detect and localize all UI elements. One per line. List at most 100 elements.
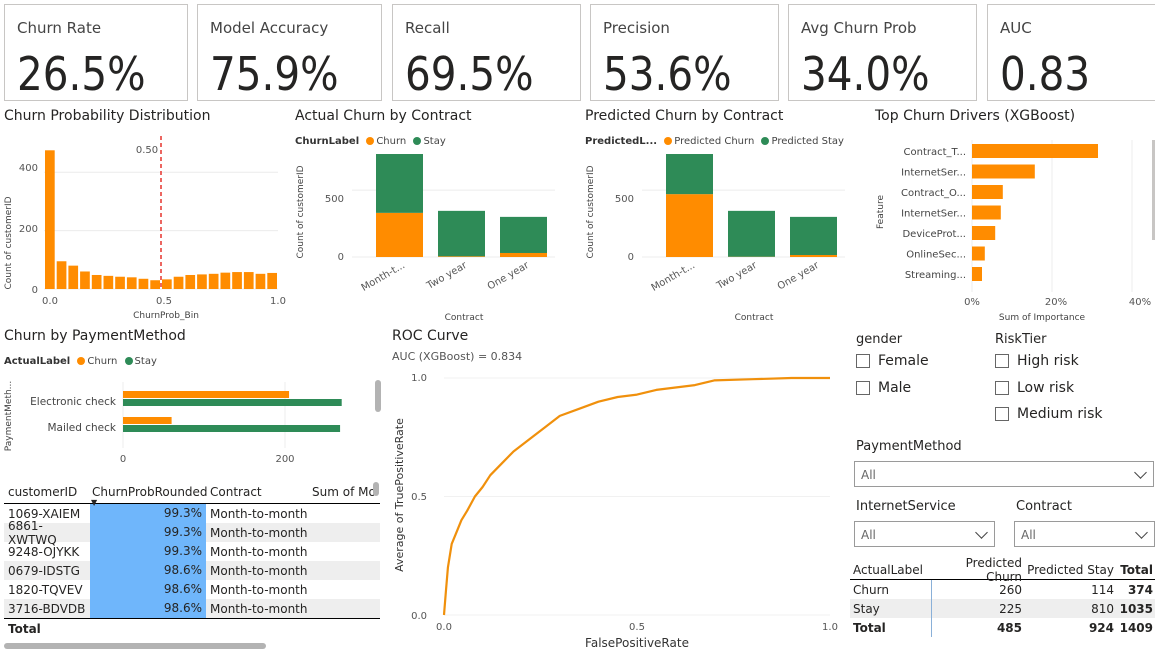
actual-y-tick: 0 (338, 252, 344, 263)
hist-bar (138, 278, 149, 289)
gender-option-male[interactable]: Male (856, 380, 911, 396)
drivers-category-label: InternetSer... (901, 209, 966, 220)
drivers-bar (972, 205, 1001, 220)
drivers-y-axis-label: Feature (876, 195, 886, 229)
hist-bar (220, 272, 231, 289)
matrix-row[interactable]: Churn 260 114 374 (850, 580, 1155, 599)
chevron-down-icon[interactable] (1135, 526, 1148, 539)
legend-item-predicted-stay[interactable]: Predicted Stay (771, 136, 844, 147)
predicted-x-axis-label: Contract (735, 313, 774, 323)
hist-bar (68, 265, 79, 289)
risk-option-medium[interactable]: Medium risk (995, 406, 1102, 422)
legend-item-stay[interactable]: Stay (423, 136, 446, 147)
table-row[interactable]: 6861-XWTWQ 99.3% Month-to-month (4, 519, 380, 547)
table-row[interactable]: 1820-TQVEV 98.6% Month-to-month (4, 580, 380, 599)
drivers-category-label: OnlineSec... (906, 250, 966, 261)
table-header: customerID ChurnProbRounded ▼ Contract S… (4, 480, 380, 507)
table-row[interactable]: 1069-XAIEM 99.3% Month-to-month (4, 504, 380, 523)
matrix-cell: 260 (999, 582, 1022, 597)
predicted-x-tick: Month-t... (650, 260, 697, 294)
predicted-bar-stay (728, 210, 775, 257)
matrix-cell: Total (850, 618, 932, 637)
hist-y-tick: 200 (19, 224, 38, 235)
predicted-bar-churn (666, 194, 713, 257)
predicted-x-tick: One year (776, 260, 822, 293)
legend-swatch-predicted-stay (761, 137, 770, 145)
legend-item-churn[interactable]: Churn (376, 136, 407, 147)
drivers-chart[interactable]: Feature Sum of Importance 0% 20% 40% Con… (870, 132, 1155, 324)
column-header-monthly[interactable]: Sum of Mo (312, 484, 376, 499)
column-header-contract[interactable]: Contract (210, 484, 262, 499)
drivers-x-tick: 40% (1129, 297, 1151, 308)
roc-chart[interactable]: Average of TruePositiveRate FalsePositiv… (385, 365, 847, 651)
contract-dropdown[interactable]: All (1014, 521, 1155, 547)
kpi-value: 34.0% (801, 47, 930, 101)
vertical-scrollbar[interactable] (373, 482, 379, 496)
table-cell: 9248-OJYKK (8, 544, 80, 559)
chevron-down-icon[interactable] (975, 526, 988, 539)
gender-option-female[interactable]: Female (856, 353, 929, 369)
risk-option-low[interactable]: Low risk (995, 380, 1074, 396)
predicted-churn-chart[interactable]: Count of customerID Contract 0 500 Month… (580, 150, 850, 325)
column-header-customerid[interactable]: customerID (8, 484, 78, 499)
hist-bar (255, 273, 266, 289)
hist-y-tick: 0 (32, 285, 38, 296)
predicted-title: Predicted Churn by Contract (585, 108, 784, 124)
actual-bar-stay (500, 216, 547, 253)
payment-x-tick: 200 (275, 454, 294, 465)
hist-bar (150, 280, 160, 289)
table-row[interactable]: 0679-IDSTG 98.6% Month-to-month (4, 561, 380, 580)
hist-bar (197, 274, 207, 289)
legend-swatch-stay (124, 357, 133, 365)
table-row[interactable]: 9248-OJYKK 99.3% Month-to-month (4, 542, 380, 561)
internet-service-dropdown[interactable]: All (854, 521, 995, 547)
kpi-card-avg-churn-prob: Avg Churn Prob 34.0% (788, 4, 977, 101)
drivers-title: Top Churn Drivers (XGBoost) (875, 108, 1076, 124)
matrix-row[interactable]: Stay 225 810 1035 (850, 599, 1155, 618)
sort-descending-icon[interactable]: ▼ (91, 497, 98, 507)
checkbox[interactable] (856, 354, 870, 368)
matrix-header-cell: Total (1120, 562, 1153, 577)
hist-chart[interactable]: Count of customerID ChurnProb_Bin 0 200 … (0, 128, 290, 323)
kpi-label: Churn Rate (17, 19, 102, 37)
table-cell: 6861-XWTWQ (8, 518, 57, 547)
table-cell: 3716-BDVDB (8, 601, 86, 616)
hist-bar (185, 274, 196, 289)
legend-swatch-churn (77, 357, 86, 365)
drivers-category-label: InternetSer... (901, 168, 966, 179)
scrollbar-thumb[interactable] (375, 380, 381, 412)
checkbox[interactable] (995, 354, 1009, 368)
scrollbar-thumb[interactable] (1152, 140, 1155, 240)
payment-x-tick: 0 (120, 454, 126, 465)
checkbox[interactable] (856, 381, 870, 395)
legend-item-churn[interactable]: Churn (87, 356, 118, 367)
table-total-row: Total (4, 618, 380, 638)
actual-bar-churn (376, 212, 423, 257)
kpi-card-model-accuracy: Model Accuracy 75.9% (197, 4, 382, 101)
hist-threshold-label: 0.50 (136, 145, 158, 156)
internet-slicer-title: InternetService (856, 499, 956, 514)
hist-y-axis-label: Count of customerID (4, 196, 14, 289)
legend-title: ActualLabel (4, 356, 71, 367)
actual-churn-chart[interactable]: Count of customerID Contract 0 500 Month… (290, 150, 560, 325)
hist-bar (91, 274, 102, 289)
matrix-total-row: Total 485 924 1409 (850, 618, 1155, 637)
checkbox[interactable] (995, 407, 1009, 421)
chevron-down-icon[interactable] (1134, 466, 1147, 479)
confusion-matrix: ActualLabel Predicted Churn Predicted St… (850, 556, 1155, 637)
actual-x-tick: One year (486, 260, 532, 293)
table-row[interactable]: 3716-BDVDB 98.6% Month-to-month (4, 599, 380, 618)
drivers-x-tick: 0% (964, 297, 980, 308)
hist-x-tick: 0.0 (42, 296, 58, 307)
kpi-card-recall: Recall 69.5% (392, 4, 581, 101)
matrix-cell: 810 (1091, 601, 1114, 616)
horizontal-scrollbar[interactable] (4, 643, 266, 649)
legend-item-stay[interactable]: Stay (134, 356, 157, 367)
risk-option-high[interactable]: High risk (995, 353, 1079, 369)
payment-chart[interactable]: PaymentMeth... 0 200 Electronic check Mai… (0, 374, 385, 470)
drivers-x-tick: 20% (1045, 297, 1067, 308)
column-header-churnprob[interactable]: ChurnProbRounded ▼ (90, 485, 208, 507)
payment-method-dropdown[interactable]: All (854, 461, 1154, 487)
checkbox[interactable] (995, 381, 1009, 395)
legend-item-predicted-churn[interactable]: Predicted Churn (674, 136, 755, 147)
